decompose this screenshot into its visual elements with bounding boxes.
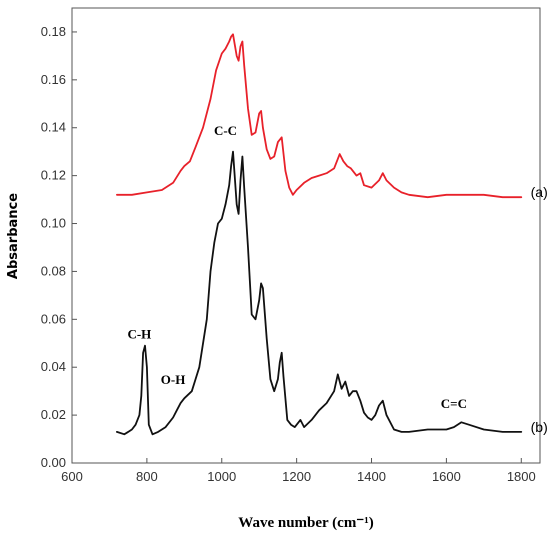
series-layer <box>116 33 523 436</box>
peak-annotation: C=C <box>441 396 467 411</box>
x-tick-label: 1800 <box>507 469 536 484</box>
series-label: (b) <box>531 419 548 435</box>
y-tick-label: 0.16 <box>41 72 66 87</box>
x-tick-label: 1000 <box>207 469 236 484</box>
series-line-b <box>116 150 523 436</box>
y-axis-title: Absarbance <box>6 193 21 279</box>
x-tick-label: 1200 <box>282 469 311 484</box>
y-tick-label: 0.18 <box>41 24 66 39</box>
series-label: (a) <box>531 184 548 200</box>
annotation-layer: C-H O-H C-C C=C (a) (b) <box>127 123 547 435</box>
y-axis: 0.00 0.02 0.04 0.06 0.08 0.10 0.12 0.14 0.16 0.18 <box>41 24 77 470</box>
x-axis: 600 800 1000 1200 1400 1600 1800 <box>61 458 536 484</box>
peak-annotation: C-H <box>127 326 151 341</box>
y-tick-label: 0.08 <box>41 263 66 278</box>
peak-annotation: O-H <box>161 372 186 387</box>
series-line-a <box>116 33 523 199</box>
x-tick-label: 1600 <box>432 469 461 484</box>
y-tick-label: 0.06 <box>41 311 66 326</box>
y-tick-label: 0.10 <box>41 216 66 231</box>
y-tick-label: 0.14 <box>41 120 66 135</box>
x-tick-label: 1400 <box>357 469 386 484</box>
plot-area <box>71 7 541 464</box>
y-tick-label: 0.04 <box>41 359 66 374</box>
y-tick-label: 0.12 <box>41 168 66 183</box>
x-tick-label: 600 <box>61 469 83 484</box>
x-tick-label: 800 <box>136 469 158 484</box>
y-tick-label: 0.02 <box>41 407 66 422</box>
peak-annotation: C-C <box>214 123 237 138</box>
x-axis-title: Wave number (cm⁻¹) <box>238 515 373 531</box>
y-tick-label: 0.00 <box>41 455 66 470</box>
